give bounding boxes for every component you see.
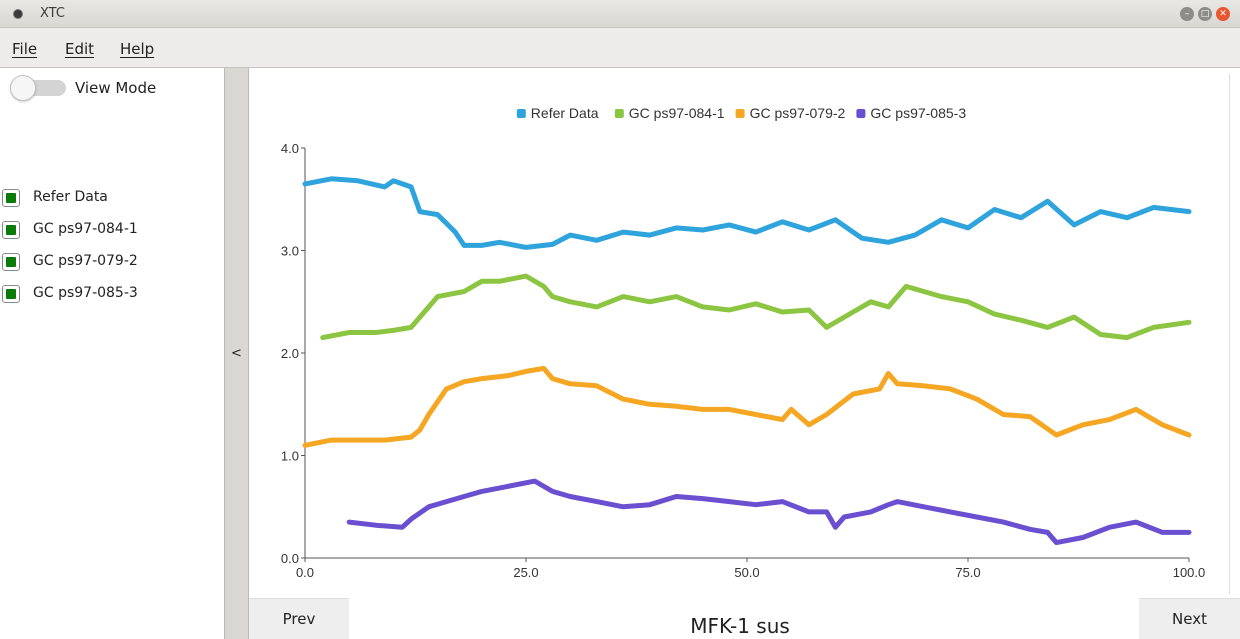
series-label: GC ps97-085-3 (33, 285, 138, 301)
legend-swatch (856, 109, 866, 118)
checkbox-check-icon (6, 257, 16, 267)
window-title: XTC (40, 6, 65, 21)
series-line-1 (320, 273, 1192, 341)
series-line-0 (302, 176, 1192, 250)
close-button[interactable]: ✕ (1216, 7, 1230, 21)
chart-panel: 0.0 1.0 2.0 3.0 4.0 0.0 25.0 50.0 75.0 100.0 Refer… (249, 68, 1240, 639)
line-chart: 0.0 1.0 2.0 3.0 4.0 0.0 25.0 50.0 75.0 100.0 Refer… (281, 105, 1206, 580)
legend-swatch (614, 109, 624, 118)
next-button[interactable]: Next (1139, 598, 1240, 639)
legend-label: GC ps97-084-1 (629, 105, 725, 121)
y-tick-label: 0.0 (281, 551, 299, 566)
checkbox-check-icon (6, 225, 16, 235)
legend-swatch (516, 109, 526, 118)
chevron-left-icon: < (231, 346, 242, 361)
x-tick-label: 25.0 (513, 565, 538, 580)
next-button-label: Next (1172, 610, 1207, 628)
prev-button[interactable]: Prev (249, 598, 349, 639)
minimize-button[interactable]: – (1180, 7, 1194, 21)
x-tick-label: 0.0 (296, 565, 314, 580)
close-icon: ✕ (1219, 9, 1227, 19)
checkbox-check-icon (6, 193, 16, 203)
x-tick-label: 50.0 (734, 565, 759, 580)
scrollbar-track[interactable] (1229, 74, 1230, 594)
menu-edit[interactable]: Edit (65, 40, 95, 58)
app-icon (13, 9, 23, 19)
x-tick-label: 75.0 (955, 565, 980, 580)
chart-footer-title: MFK-1 sus (690, 614, 790, 638)
y-tick-label: 4.0 (281, 141, 299, 156)
view-mode-label: View Mode (75, 79, 157, 97)
series-checkbox[interactable] (2, 253, 20, 271)
series-label: GC ps97-084-1 (33, 221, 138, 237)
sidebar: View Mode Refer Data GC ps97-084-1 GC ps… (0, 68, 224, 639)
series-checkbox[interactable] (2, 285, 20, 303)
y-tick-label: 2.0 (281, 346, 299, 361)
y-tick-label: 3.0 (281, 244, 299, 259)
series-checkbox[interactable] (2, 221, 20, 239)
legend-label: GC ps97-079-2 (750, 105, 846, 121)
y-tick-label: 1.0 (281, 449, 299, 464)
legend-label: Refer Data (531, 105, 599, 121)
sidebar-collapse-button[interactable]: < (224, 68, 249, 639)
series-line-3 (346, 478, 1192, 546)
series-checkbox[interactable] (2, 189, 20, 207)
series-label: Refer Data (33, 189, 108, 205)
minimize-icon: – (1184, 9, 1190, 19)
menu-file[interactable]: File (12, 40, 38, 58)
title-bar: XTC – □ ✕ (0, 0, 1240, 28)
maximize-button[interactable]: □ (1198, 7, 1212, 21)
checkbox-check-icon (6, 289, 16, 299)
series-label: GC ps97-079-2 (33, 253, 138, 269)
view-mode-toggle-knob[interactable] (10, 75, 36, 101)
maximize-icon: □ (1200, 9, 1210, 19)
menu-help[interactable]: Help (120, 40, 155, 58)
series-line-2 (302, 365, 1192, 448)
legend-label: GC ps97-085-3 (870, 105, 966, 121)
menu-bar: File Edit Help (0, 28, 1240, 68)
x-tick-label: 100.0 (1173, 565, 1206, 580)
legend-swatch (735, 109, 745, 118)
prev-button-label: Prev (282, 610, 316, 628)
